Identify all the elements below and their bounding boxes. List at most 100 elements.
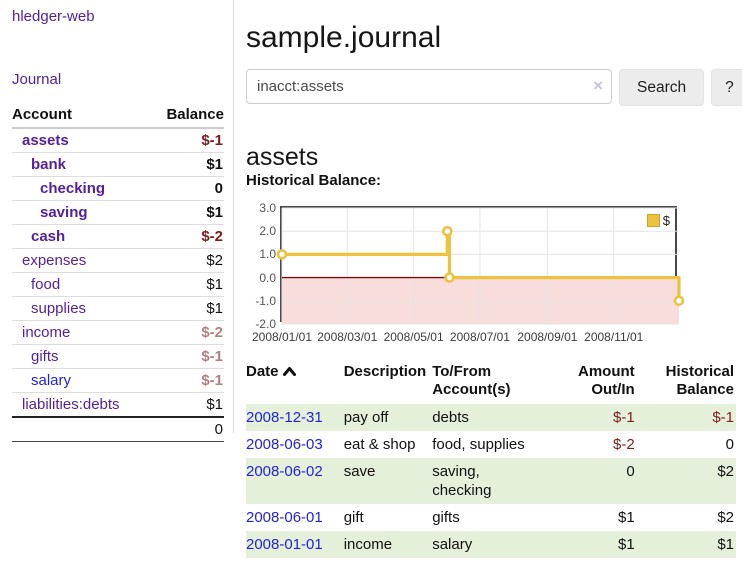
transaction-description: pay off — [343, 409, 389, 426]
account-link-saving[interactable]: saving — [40, 204, 88, 221]
accounts-total-row: 0 — [12, 416, 224, 442]
account-cell: expenses — [12, 248, 151, 273]
transaction-accounts: food, supplies — [432, 436, 525, 453]
transaction-accounts: saving, checking — [432, 463, 492, 499]
transaction-balance: $2 — [717, 463, 734, 480]
sidebar: hledger-web Journal Account Balance asse… — [12, 8, 224, 442]
account-link-food[interactable]: food — [31, 276, 61, 293]
account-cell: saving — [12, 200, 151, 225]
clear-search-icon[interactable]: × — [593, 76, 603, 95]
account-cell: gifts — [12, 344, 151, 369]
account-balance: 0 — [150, 176, 224, 201]
register-header-row: Date Description To/From Account(s) Amou… — [246, 361, 736, 404]
sidebar-item-journal[interactable]: Journal — [12, 71, 62, 88]
account-link-cash[interactable]: cash — [31, 228, 66, 245]
account-cell: salary — [12, 368, 151, 393]
transaction-balance: $2 — [717, 509, 734, 526]
accounts-table: Account Balance assets $-1 bank $1 checking 0… — [12, 103, 224, 442]
search-box: × — [246, 69, 612, 106]
transaction-balance: $-1 — [712, 409, 734, 426]
register-header-balance: Historical Balance — [665, 363, 734, 398]
transaction-date-cell: 2008-06-01 — [246, 504, 344, 531]
y-axis-tick-label: 2.0 — [259, 224, 276, 239]
account-balance: $-1 — [150, 368, 224, 393]
register-row: 2008-06-01 gift gifts $1 $2 — [246, 504, 736, 531]
account-row: cash $-2 — [12, 224, 224, 249]
account-cell: assets — [12, 128, 151, 153]
accounts-header-balance: Balance — [150, 103, 224, 129]
account-link-bank[interactable]: bank — [31, 156, 67, 173]
accounts-header-account: Account — [12, 103, 151, 129]
transaction-amount: $1 — [617, 536, 635, 553]
register-table: Date Description To/From Account(s) Amou… — [246, 361, 736, 558]
register-row: 2008-06-02 save saving, checking 0 $2 — [246, 458, 736, 504]
transaction-description: eat & shop — [343, 436, 416, 453]
account-link-assets[interactable]: assets — [22, 132, 69, 149]
account-cell: food — [12, 272, 151, 297]
search-button[interactable]: Search — [619, 69, 705, 106]
account-link-income[interactable]: income — [22, 324, 71, 341]
chart-canvas — [276, 207, 685, 325]
search-input[interactable] — [246, 69, 612, 104]
account-cell: cash — [12, 224, 151, 249]
account-cell: checking — [12, 176, 151, 201]
account-link-checking[interactable]: checking — [40, 180, 106, 197]
account-row: salary $-1 — [12, 368, 224, 393]
transaction-date-link[interactable]: 2008-12-31 — [246, 409, 323, 426]
account-balance: $1 — [150, 392, 224, 418]
account-balance: $-2 — [150, 224, 224, 249]
account-cell: income — [12, 320, 151, 345]
register-header-description: Description — [343, 363, 427, 380]
account-balance: $-1 — [150, 344, 224, 369]
transaction-date-link[interactable]: 2008-06-02 — [246, 463, 323, 480]
transaction-amount: $-2 — [612, 436, 635, 453]
y-axis-tick-label: -2.0 — [255, 317, 276, 331]
account-balance: $2 — [150, 248, 224, 273]
account-row: supplies $1 — [12, 296, 224, 321]
transaction-date-link[interactable]: 2008-06-01 — [246, 509, 323, 526]
account-cell: liabilities:debts — [12, 392, 151, 418]
search-help-button[interactable]: ? — [711, 69, 742, 106]
x-axis-tick-label: 2008/01/01 — [251, 330, 313, 344]
account-link-salary[interactable]: salary — [31, 372, 72, 389]
register-row: 2008-01-01 income salary $1 $1 — [246, 531, 736, 558]
account-balance: $-1 — [150, 128, 224, 153]
sort-asc-icon — [282, 363, 296, 381]
account-heading: assets — [246, 142, 319, 171]
transaction-date-link[interactable]: 2008-01-01 — [246, 536, 323, 553]
transaction-description: save — [343, 463, 376, 480]
register-header-date[interactable]: Date — [246, 361, 344, 404]
account-row: income $-2 — [12, 320, 224, 345]
chart-title: Historical Balance: — [246, 172, 382, 189]
transaction-balance: 0 — [725, 436, 734, 453]
account-balance: $-2 — [150, 320, 224, 345]
app-title-link[interactable]: hledger-web — [12, 8, 95, 25]
legend-label: $ — [662, 213, 670, 228]
transaction-accounts: gifts — [432, 509, 460, 526]
account-balance: $1 — [150, 200, 224, 225]
account-link-liabilities-debts[interactable]: liabilities:debts — [22, 396, 120, 413]
accounts-header-row: Account Balance — [12, 103, 224, 129]
account-balance: $1 — [150, 296, 224, 321]
transaction-date-link[interactable]: 2008-06-03 — [246, 436, 323, 453]
account-row: gifts $-1 — [12, 344, 224, 369]
account-cell: supplies — [12, 296, 151, 321]
historical-balance-chart: $ 3.0 2.0 1.0 0.0 -1.0 -2.0 2008/01/01 2008/03/… — [246, 200, 738, 352]
account-link-supplies[interactable]: supplies — [31, 300, 87, 317]
account-row: assets $-1 — [12, 128, 224, 153]
transaction-balance: $1 — [717, 536, 734, 553]
account-row: bank $1 — [12, 152, 224, 177]
register-row: 2008-06-03 eat & shop food, supplies $-2 0 — [246, 431, 736, 458]
account-link-gifts[interactable]: gifts — [31, 348, 59, 365]
transaction-description: gift — [343, 509, 364, 526]
x-axis-tick-label: 2008/03/01 — [317, 330, 378, 344]
search-form: × Search ? — [246, 69, 742, 106]
account-link-expenses[interactable]: expenses — [22, 252, 87, 269]
x-axis-tick-label: 2008/05/01 — [383, 330, 444, 344]
legend-swatch — [646, 214, 660, 227]
accounts-total-value: 0 — [150, 416, 224, 442]
page-title: sample.journal — [246, 21, 442, 55]
transaction-accounts: salary — [432, 536, 473, 553]
sidebar-divider — [233, 0, 234, 433]
account-row: expenses $2 — [12, 248, 224, 273]
